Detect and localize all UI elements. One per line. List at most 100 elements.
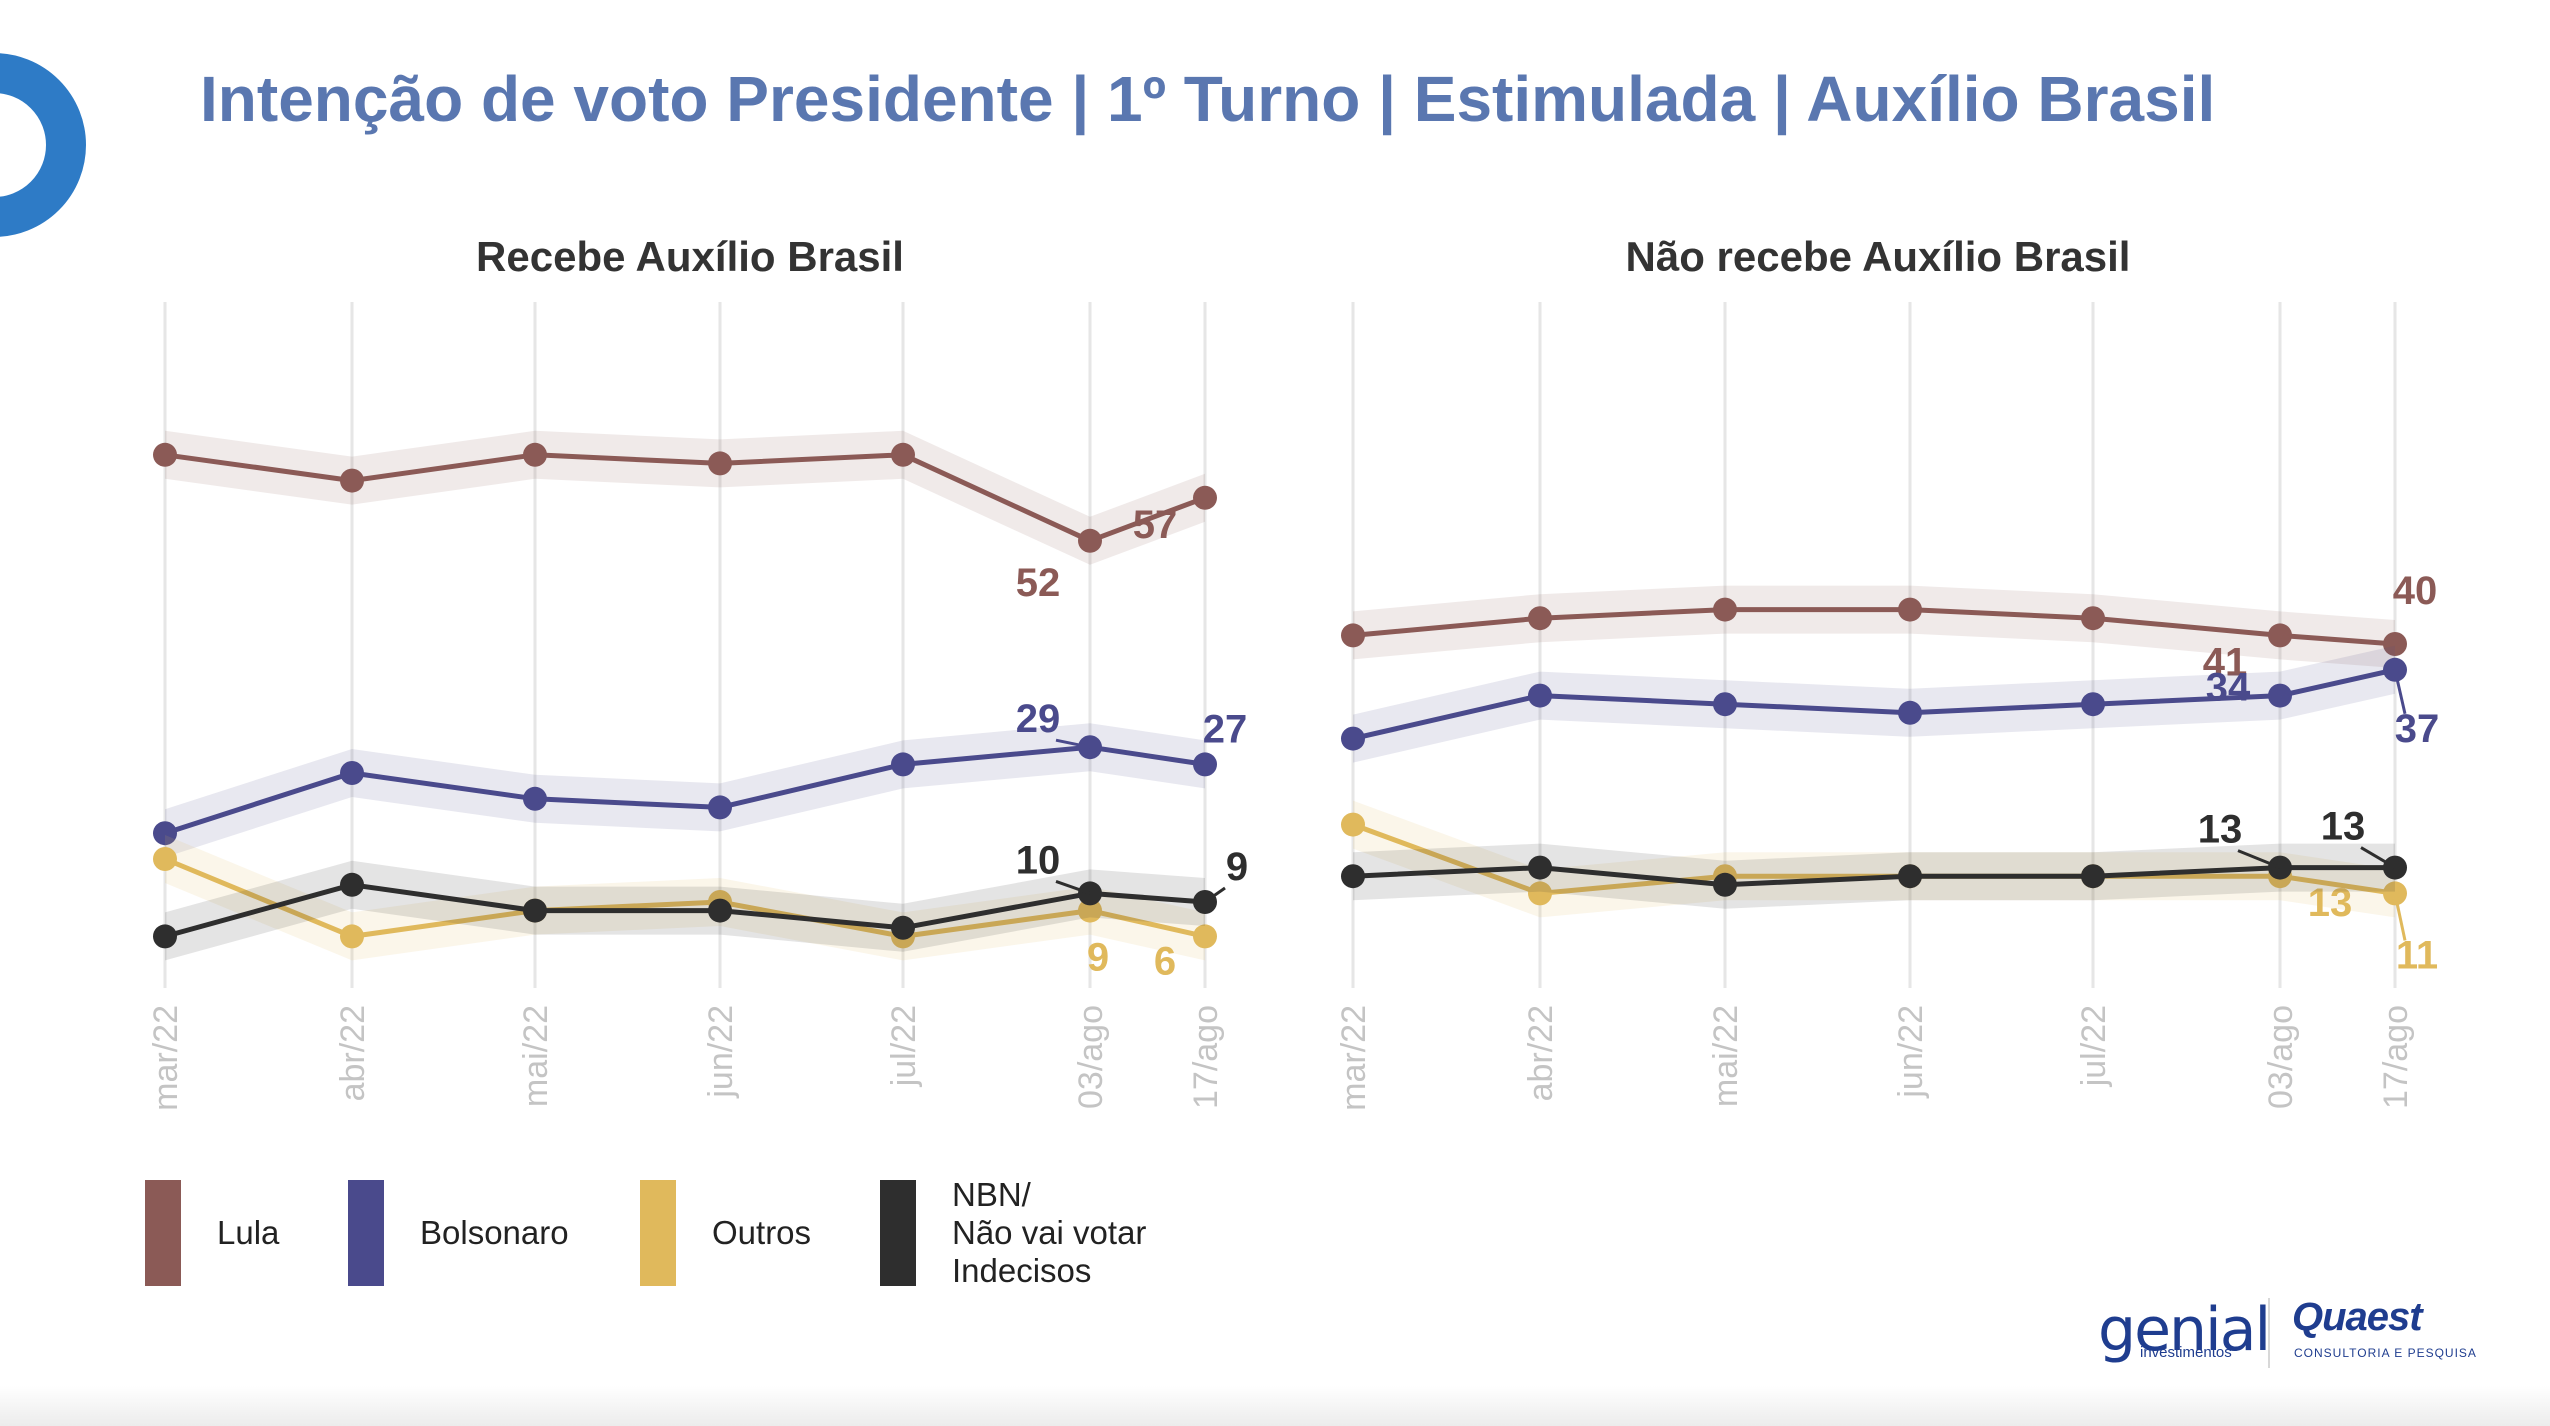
x-tick-label: jun/22 <box>1892 1005 1930 1099</box>
data-point <box>1341 726 1365 751</box>
data-point <box>1528 855 1552 880</box>
data-point <box>340 761 364 785</box>
data-point <box>1898 700 1922 725</box>
data-point <box>2268 623 2292 648</box>
data-label: 57 <box>1133 503 1178 547</box>
x-tick-label: mar/22 <box>147 1005 185 1111</box>
genial-logo: genial <box>2098 1295 2271 1365</box>
data-label-leader <box>2237 849 2281 869</box>
legend-item-lula: Lula <box>145 1180 279 1286</box>
data-point <box>2081 606 2105 631</box>
legend-label-bolsonaro: Bolsonaro <box>420 1214 569 1251</box>
data-point <box>2081 864 2105 889</box>
brand-separator <box>2268 1298 2270 1368</box>
data-label: 40 <box>2393 569 2438 613</box>
data-label: 52 <box>1016 561 1061 605</box>
x-tick-label: mai/22 <box>1707 1005 1745 1107</box>
data-label: 13 <box>2308 881 2353 925</box>
data-point <box>1898 864 1922 889</box>
x-tick-label: abr/22 <box>334 1005 372 1101</box>
page-title: Intenção de voto Presidente | 1º Turno |… <box>200 63 2216 135</box>
data-point <box>523 442 547 467</box>
x-tick-label: jul/22 <box>2075 1005 2113 1087</box>
legend-item-outros: Outros <box>640 1180 811 1286</box>
data-label: 9 <box>1087 936 1109 980</box>
data-point <box>340 924 364 949</box>
data-point <box>153 847 177 871</box>
data-point <box>2081 692 2105 717</box>
data-point <box>1713 692 1737 717</box>
data-point <box>2268 683 2292 708</box>
data-point <box>1713 597 1737 622</box>
panel-title-right: Não recebe Auxílio Brasil <box>1625 233 2131 280</box>
data-point <box>1341 623 1365 648</box>
data-point <box>1528 606 1552 631</box>
data-point <box>891 442 915 467</box>
x-tick-label: 17/ago <box>1187 1005 1225 1109</box>
data-point <box>340 468 364 493</box>
legend-swatch-lula <box>145 1180 181 1286</box>
data-point <box>708 898 732 923</box>
data-label: 13 <box>2321 805 2366 849</box>
data-point <box>2383 632 2407 656</box>
confidence-band <box>165 723 1205 858</box>
x-tick-label: abr/22 <box>1522 1005 1560 1101</box>
legend-swatch-bolsonaro <box>348 1180 384 1286</box>
confidence-band <box>1353 585 2395 668</box>
data-label: 10 <box>1016 838 1061 882</box>
data-label: 13 <box>2198 808 2243 852</box>
legend-label-nbn: NBN/ Não vai votar Indecisos <box>952 1176 1147 1289</box>
legend: Lula Bolsonaro Outros NBN/ Não vai votar… <box>0 1176 1300 1290</box>
legend-swatch-outros <box>640 1180 676 1286</box>
data-point <box>1898 597 1922 622</box>
x-tick-label: mai/22 <box>517 1005 555 1107</box>
data-point <box>153 924 177 949</box>
data-label-leader <box>2360 846 2396 869</box>
legend-item-nbn: NBN/ Não vai votar Indecisos <box>880 1176 1146 1289</box>
data-point <box>1078 528 1102 553</box>
confidence-band <box>165 430 1205 565</box>
data-label: 34 <box>2206 666 2251 710</box>
data-point <box>1341 812 1365 837</box>
x-tick-label: mar/22 <box>1335 1005 1373 1111</box>
data-label: 41 <box>2203 640 2248 684</box>
data-point <box>153 442 177 467</box>
bottom-fade <box>0 1386 2550 1426</box>
quaest-logo-subtitle: CONSULTORIA E PESQUISA <box>2294 1346 2477 1360</box>
x-tick-label: jul/22 <box>885 1005 923 1087</box>
legend-item-bolsonaro: Bolsonaro <box>348 1180 569 1286</box>
data-point <box>708 795 732 820</box>
data-label-leader <box>1055 738 1091 749</box>
data-label-leader <box>1204 886 1226 904</box>
data-label: 27 <box>1203 707 1248 751</box>
data-point <box>1193 752 1217 777</box>
data-label: 6 <box>1154 939 1176 983</box>
data-label: 37 <box>2395 707 2440 751</box>
data-label-leader <box>2393 669 2407 715</box>
data-label-leader <box>1055 879 1091 895</box>
legend-label-outros: Outros <box>712 1214 812 1251</box>
data-point <box>1528 881 1552 906</box>
genial-logo-subtitle: investimentos <box>2140 1344 2232 1361</box>
confidence-band <box>1353 645 2395 763</box>
data-point <box>891 915 915 940</box>
panel-title-left: Recebe Auxílio Brasil <box>476 233 904 280</box>
data-label-leader <box>1172 496 1206 512</box>
data-point <box>891 752 915 777</box>
legend-label-lula: Lula <box>217 1214 280 1251</box>
x-tick-label: 03/ago <box>2262 1005 2300 1109</box>
data-point <box>1341 864 1365 889</box>
legend-swatch-nbn <box>880 1180 916 1286</box>
quaest-logo: Quaest <box>2292 1295 2423 1339</box>
data-label: 9 <box>1226 845 1248 889</box>
x-tick-label: 03/ago <box>1072 1005 1110 1109</box>
data-point <box>523 898 547 923</box>
brand-ring-icon <box>0 53 86 237</box>
data-point <box>708 451 732 476</box>
data-label: 11 <box>2396 933 2438 977</box>
x-tick-label: jun/22 <box>702 1005 740 1099</box>
data-label: 29 <box>1016 697 1061 741</box>
x-tick-label: 17/ago <box>2377 1005 2415 1109</box>
data-point <box>153 821 177 846</box>
data-point <box>1528 683 1552 708</box>
